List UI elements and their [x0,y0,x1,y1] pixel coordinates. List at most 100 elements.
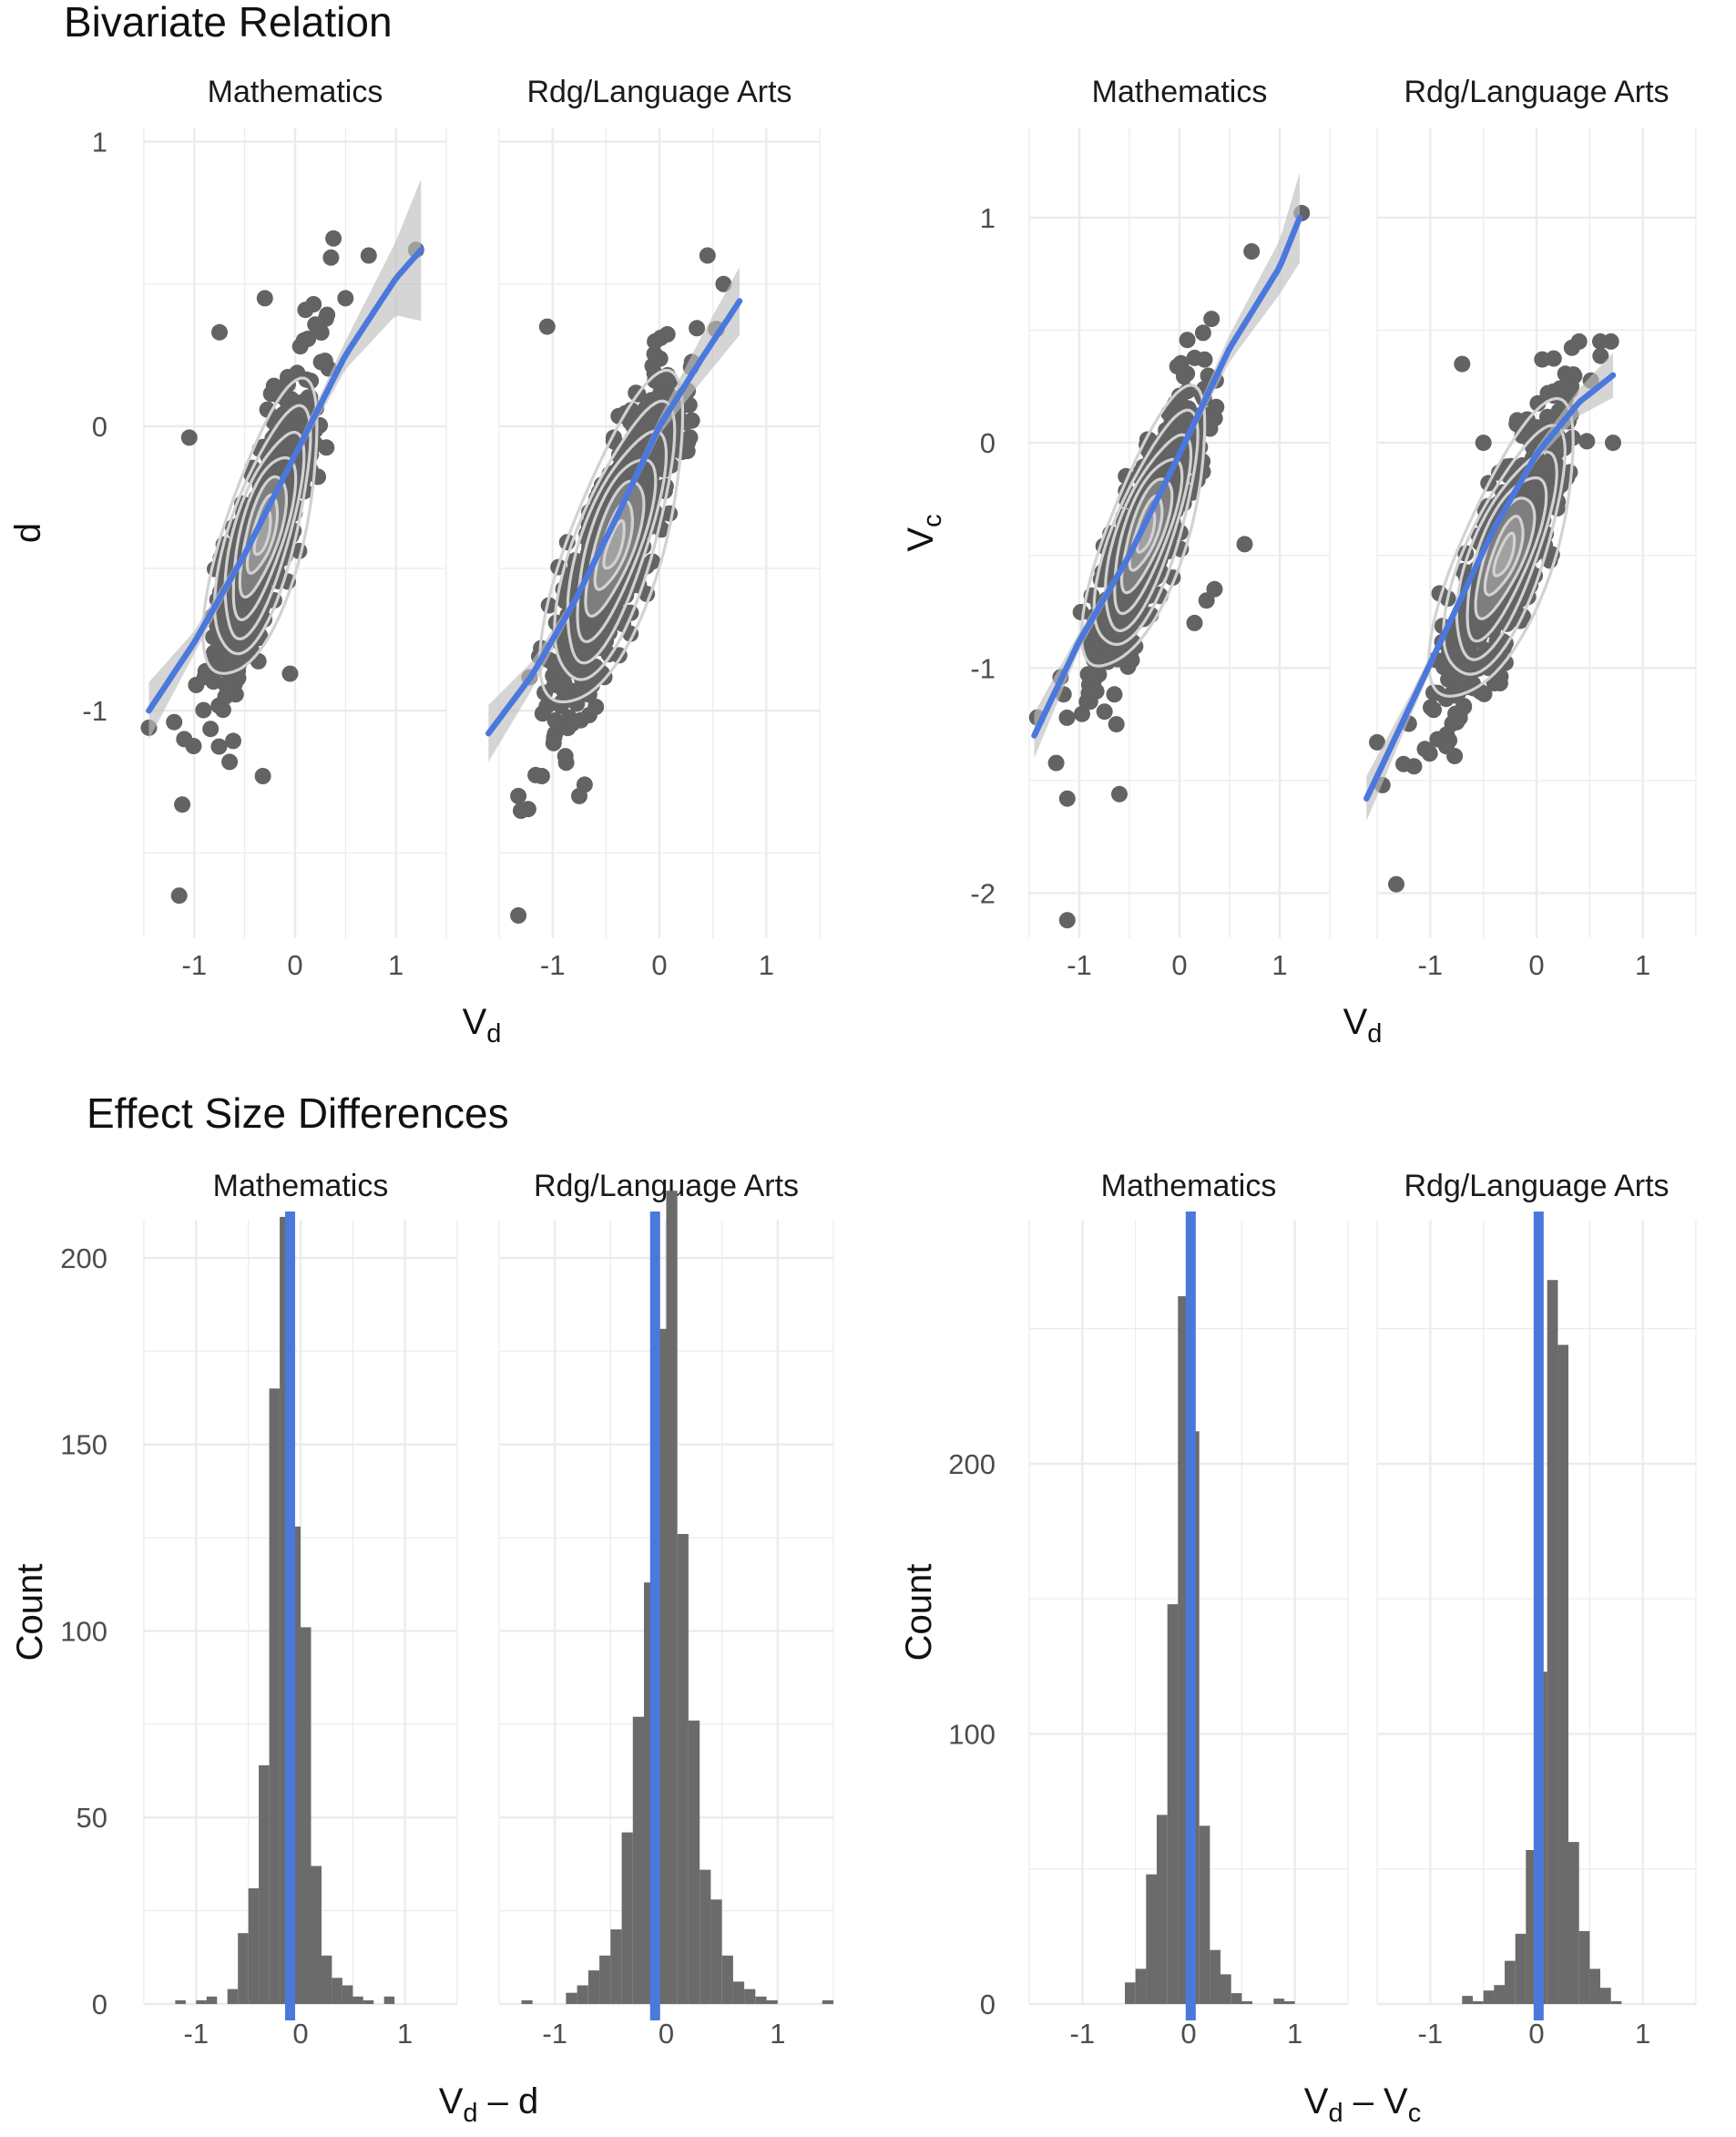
data-point [1186,349,1203,366]
data-point [217,676,234,693]
facet-strip-label: Mathematics [1101,1169,1277,1203]
x-tick-label: 0 [292,2018,308,2050]
facet-panel-mathematics: Mathematics -1 0 1 [1028,75,1331,981]
data-point [510,787,527,804]
density-contour [1113,457,1184,616]
facet-strip-label: Mathematics [1092,75,1268,109]
density-contour [576,458,658,644]
data-point [176,731,193,748]
data-point [1186,614,1203,631]
data-point [221,753,239,771]
data-point [519,801,536,818]
data-point [587,699,605,715]
data-point [229,624,246,641]
facet-panel-reading: Rdg/Language Arts-1 0 1 [485,75,821,981]
data-point [1126,574,1143,591]
data-point [1163,436,1179,453]
density-contour [1104,433,1193,633]
smooth-line [485,298,743,737]
data-point [1106,686,1123,703]
histogram-bar [566,1992,577,2004]
facet-panel-mathematics: Mathematics -1 0 1 [1028,1169,1349,2050]
data-point [1080,684,1098,701]
density-contour [212,404,312,656]
data-point [250,652,267,670]
smooth-line [1031,214,1303,739]
density-contour [1426,396,1575,698]
y-tick-label: -1 [970,652,996,684]
histogram-bar [206,1996,218,2004]
histogram-bar [666,1191,678,2004]
data-point [1171,387,1188,404]
histogram-bar [766,1999,778,2004]
x-tick-label: -1 [182,949,208,981]
data-point [1058,709,1076,726]
data-point [337,290,354,307]
histogram-bar [1125,1982,1136,2004]
histogram-bar [1146,1874,1157,2004]
smooth-line [1363,372,1617,802]
histogram-bar [238,1933,249,2004]
x-axis-title: Vd – Vc [1304,2081,1421,2128]
x-tick-label: 1 [770,2018,785,2050]
x-tick-label: 1 [1635,2018,1650,2050]
data-point [1425,700,1442,718]
chart-hist-vd-minus-vc: 0 100 200 Mathematics -1 0 1 Rdg/Language Arts -… [899,1169,1697,2128]
histogram-bar [755,1996,767,2004]
data-point [325,230,342,247]
x-tick-label: 1 [1271,949,1287,981]
data-point [677,414,694,431]
confidence-ribbon [1366,353,1613,822]
data-point [1578,433,1596,450]
histogram-bar [1284,2001,1295,2004]
data-point [1592,347,1609,364]
data-point [302,373,320,390]
y-axis-title: Vc [901,514,947,551]
data-point [225,732,241,750]
y-tick-label: 0 [92,411,107,443]
data-point [1369,733,1385,751]
data-point [318,439,335,456]
x-tick-label: 1 [1635,949,1650,981]
data-point [1074,705,1090,722]
data-point [647,372,664,389]
density-contour [553,399,677,681]
data-point [1416,741,1434,758]
data-point [618,442,635,458]
data-point [659,326,676,343]
histogram-bar [175,1999,186,2004]
data-point [1446,748,1464,764]
histogram-bar [1231,1993,1242,2004]
histogram-bar [196,1999,207,2004]
data-point [1454,355,1471,373]
histogram-bar [732,1981,745,2004]
data-point [1243,243,1261,260]
data-point [546,712,564,729]
histogram-bar [1473,2001,1484,2004]
data-point [180,429,198,446]
histogram-bar [321,1955,332,2004]
data-point [265,377,282,394]
data-point [1084,646,1101,663]
histogram-bar [1210,1949,1220,2004]
y-tick-label: -2 [970,878,996,910]
y-tick-label: 0 [92,1989,107,2020]
data-point [1451,674,1468,691]
histogram-bar [1178,1296,1189,2004]
data-point [637,400,654,417]
x-tick-label: 1 [388,949,403,981]
histogram-bar [822,1999,833,2004]
data-point [174,796,191,813]
density-contour [1492,531,1516,578]
data-point [1545,383,1562,400]
histogram-bar [1515,1933,1527,2004]
histogram-bar [383,1996,395,2004]
data-point [1047,754,1065,772]
histogram-bar [332,1978,342,2004]
data-point [170,887,188,905]
x-tick-label: -1 [540,949,566,981]
facet-panel-reading: Rdg/Language Arts-1 0 1 [498,1169,834,2050]
data-point [689,320,706,337]
histogram-bar [1199,1825,1210,2004]
density-contour [537,369,685,704]
